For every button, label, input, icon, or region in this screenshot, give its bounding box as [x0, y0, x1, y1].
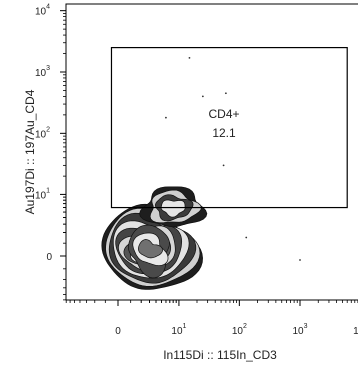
x-axis-label: In115Di :: 115In_CD3 [163, 348, 277, 362]
event-dot [165, 116, 167, 119]
outlier-events [165, 56, 301, 261]
event-dot [224, 92, 227, 95]
y-tick-label: 0 [46, 252, 52, 263]
x-tick-label: 0 [115, 326, 121, 337]
x-tick-label: 104 [353, 323, 358, 337]
contour-core [138, 239, 163, 259]
y-tick-label: 104 [35, 4, 50, 18]
x-tick-label: 102 [232, 323, 247, 337]
y-tick-label: 102 [35, 126, 50, 140]
event-dot [245, 236, 248, 239]
x-tick-label: 101 [171, 323, 186, 337]
x-tick-label: 103 [292, 323, 307, 337]
y-tick-labels: 0 101 102 103 104 [35, 4, 52, 263]
gate-name: CD4+ [208, 107, 239, 121]
event-dot [201, 95, 204, 98]
event-dot [222, 164, 225, 167]
y-tick-label: 101 [35, 187, 50, 201]
event-dot [299, 259, 301, 261]
x-tick-labels: 0 101 102 103 104 [115, 323, 358, 337]
event-dot [188, 56, 191, 59]
cell-population-contours [101, 186, 208, 290]
major-ticks [60, 10, 301, 306]
gate-percent: 12.1 [212, 126, 236, 140]
y-axis-label: Au197Di :: 197Au_CD4 [23, 89, 37, 214]
y-tick-label: 103 [35, 65, 50, 79]
cd4-gate[interactable] [110, 46, 348, 209]
minor-ticks [63, 13, 358, 303]
